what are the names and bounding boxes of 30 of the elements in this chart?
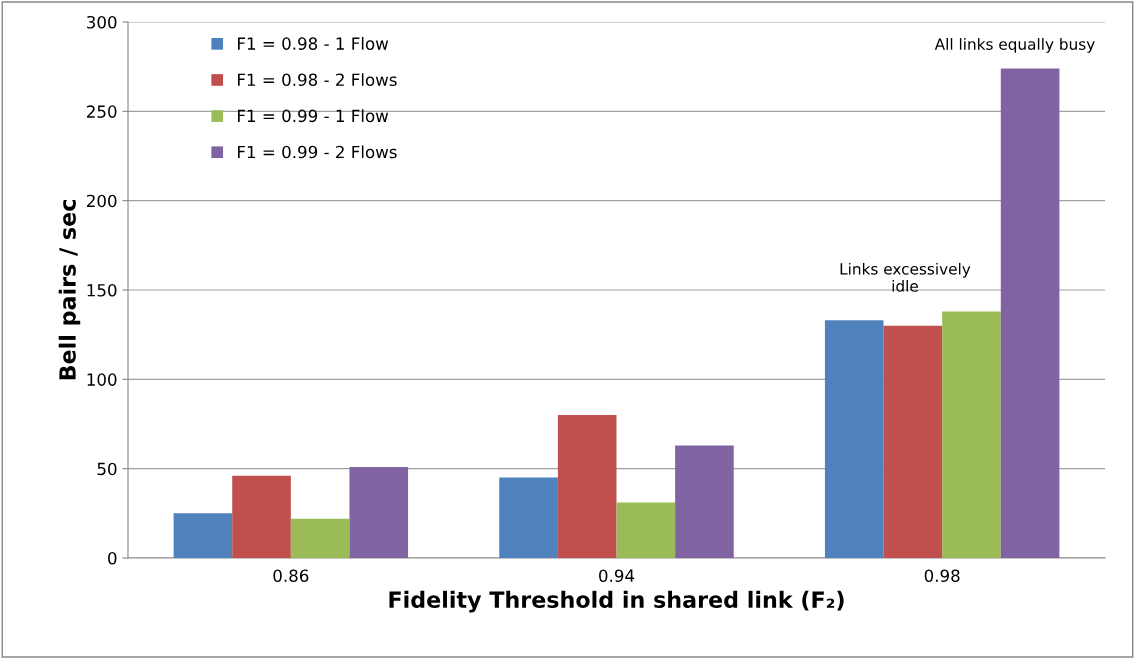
legend-label: F1 = 0.99 - 2 Flows (238, 145, 397, 159)
bar (349, 466, 409, 558)
y-tick-label: 100 (87, 373, 117, 386)
x-tick-label: 0.98 (924, 569, 960, 583)
bar (499, 477, 558, 558)
bar (173, 513, 233, 558)
y-tick-label: 200 (86, 194, 117, 208)
y-axis-title: Bell pairs / sec (58, 200, 81, 380)
bar (1000, 68, 1060, 558)
bar (557, 415, 617, 558)
legend-label: F1 = 0.99 - 1 Flow (238, 109, 389, 123)
bar (232, 475, 291, 558)
legend-label: F1 = 0.98 - 2 Flows (238, 73, 397, 87)
y-tick-label: 0 (108, 551, 117, 565)
x-axis-title: Fidelity Threshold in shared link (F₂) (389, 590, 844, 613)
bar (616, 502, 676, 558)
y-tick-label: 50 (97, 462, 117, 476)
bar (824, 320, 884, 558)
y-tick-label: 250 (86, 105, 117, 118)
y-tick-label: 150 (87, 283, 117, 297)
annotation: Links excessively idle (840, 262, 971, 292)
x-tick-label: 0.86 (273, 569, 309, 583)
bar (883, 325, 943, 558)
x-tick-label: 0.94 (599, 569, 635, 583)
bar (290, 518, 350, 558)
bar (675, 445, 734, 558)
bar (942, 311, 1001, 558)
annotation: All links equally busy (934, 38, 1095, 53)
y-tick-label: 300 (87, 15, 117, 29)
legend-label: F1 = 0.98 - 1 Flow (238, 37, 389, 50)
